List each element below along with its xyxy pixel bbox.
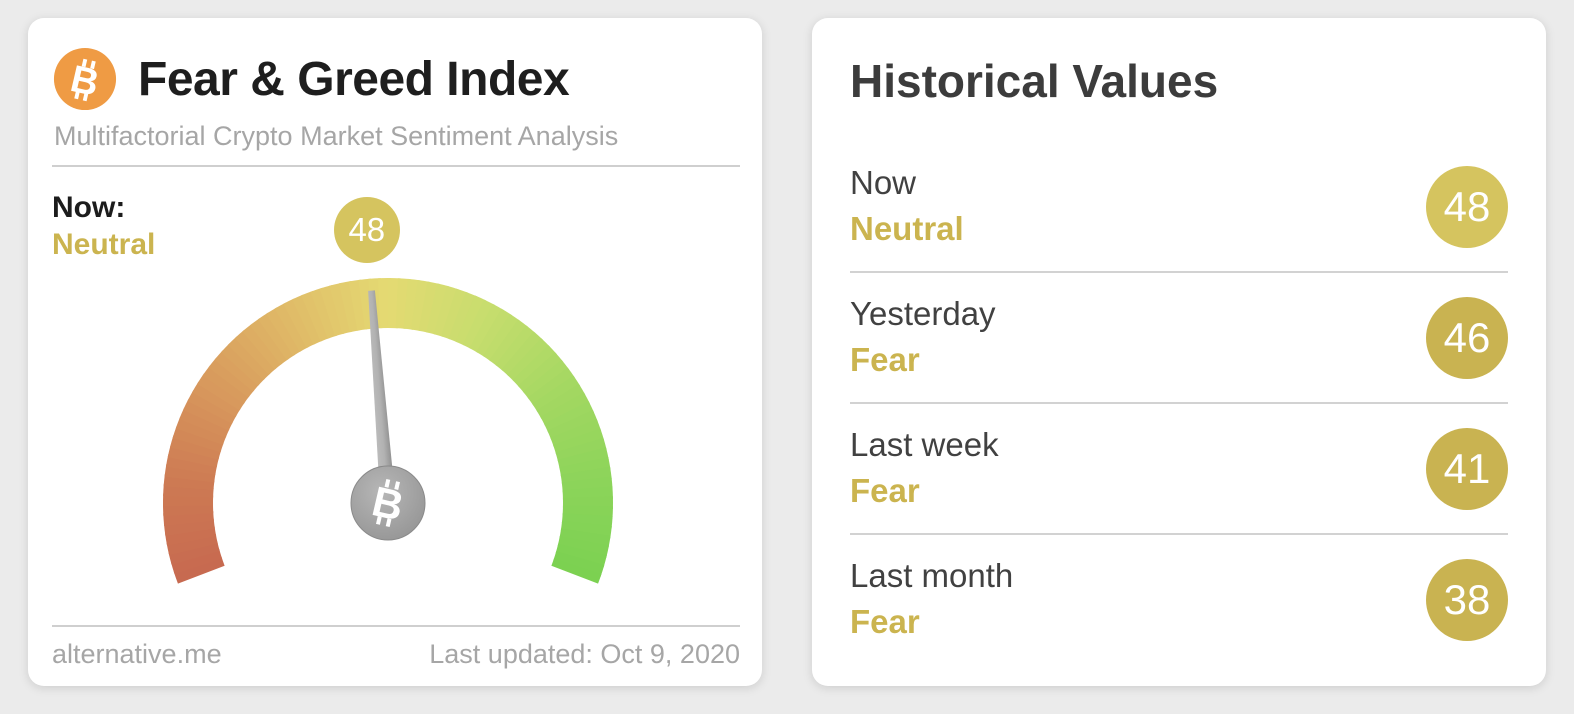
last-updated: Last updated: Oct 9, 2020 bbox=[429, 639, 740, 669]
history-row-last-month: Last month Fear 38 bbox=[850, 533, 1508, 664]
fear-greed-card: B Fear & Greed Index Multifactorial Cryp… bbox=[28, 18, 762, 686]
value-badge: 46 bbox=[1426, 296, 1508, 379]
history-title: Historical Values bbox=[850, 55, 1219, 107]
row-label: Yesterday bbox=[850, 295, 996, 332]
historical-values-card: Historical Values Now Neutral 48 Yesterd… bbox=[812, 18, 1546, 686]
gauge-hub: B bbox=[350, 465, 426, 541]
gauge-needle bbox=[368, 290, 398, 518]
gauge-chart: Now: Neutral bbox=[28, 167, 762, 637]
current-sentiment: Now: Neutral bbox=[52, 189, 155, 264]
row-classification: Fear bbox=[850, 472, 920, 509]
page-title: Fear & Greed Index bbox=[138, 52, 570, 106]
row-label: Last week bbox=[850, 426, 999, 463]
source-link[interactable]: alternative.me bbox=[52, 639, 222, 669]
row-classification: Fear bbox=[850, 341, 920, 378]
bitcoin-icon: B bbox=[52, 46, 118, 112]
history-row-last-week: Last week Fear 41 bbox=[850, 402, 1508, 533]
gauge-svg: B bbox=[163, 277, 613, 584]
footer-divider bbox=[52, 625, 740, 627]
history-row-yesterday: Yesterday Fear 46 bbox=[850, 271, 1508, 402]
now-classification: Neutral bbox=[52, 228, 156, 261]
card-footer: alternative.me Last updated: Oct 9, 2020 bbox=[28, 625, 762, 686]
value-badge: 48 bbox=[1426, 165, 1508, 248]
header-divider bbox=[52, 165, 740, 167]
row-classification: Neutral bbox=[850, 210, 964, 247]
history-rows: Now Neutral 48 Yesterday Fear 46 Last we… bbox=[850, 142, 1508, 664]
row-label: Last month bbox=[850, 557, 1014, 594]
gauge-value: 48 bbox=[348, 210, 386, 248]
history-row-now: Now Neutral 48 bbox=[850, 142, 1508, 271]
value-badge: 41 bbox=[1426, 427, 1508, 510]
gauge-value-badge: 48 bbox=[333, 196, 400, 263]
row-label: Now bbox=[850, 164, 917, 201]
card-subtitle: Multifactorial Crypto Market Sentiment A… bbox=[54, 121, 619, 151]
row-classification: Fear bbox=[850, 603, 920, 640]
now-label: Now: bbox=[52, 191, 126, 224]
card-header: B Fear & Greed Index Multifactorial Cryp… bbox=[28, 18, 762, 152]
value-badge: 38 bbox=[1426, 558, 1508, 641]
